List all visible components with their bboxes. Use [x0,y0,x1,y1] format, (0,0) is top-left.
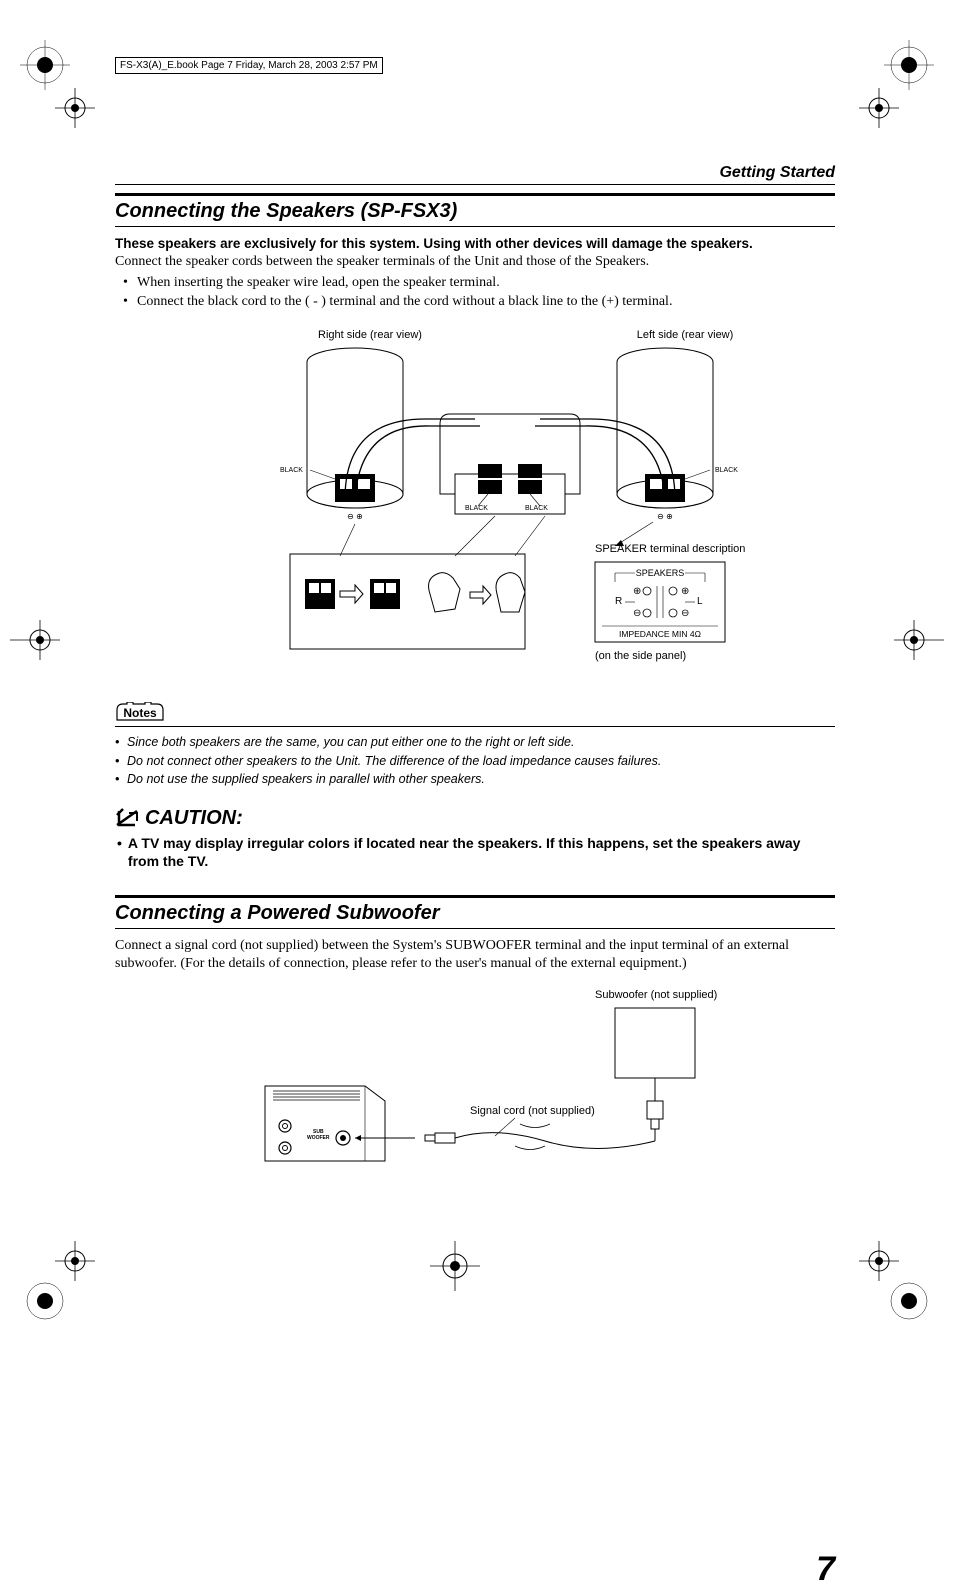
crop-mark [10,620,60,660]
list-item: Do not use the supplied speakers in para… [127,770,835,789]
rule [115,928,835,929]
svg-text:⊖: ⊖ [633,608,641,619]
caution-text: • A TV may display irregular colors if l… [115,834,835,870]
svg-text:Signal cord (not supplied): Signal cord (not supplied) [470,1105,595,1117]
crop-mark [20,40,70,90]
svg-text:Notes: Notes [123,706,157,720]
section-title-speakers: Connecting the Speakers (SP-FSX3) [115,200,835,223]
rule [115,226,835,227]
svg-text:Left side (rear view): Left side (rear view) [637,329,734,341]
crop-mark [859,88,899,128]
crop-mark [20,1276,70,1326]
rule [115,726,835,727]
crop-mark [55,1241,95,1281]
svg-text:Subwoofer (not supplied): Subwoofer (not supplied) [595,989,717,1001]
svg-text:BLACK: BLACK [715,467,738,474]
instruction-list: When inserting the speaker wire lead, op… [115,274,835,312]
crop-mark [894,620,944,660]
rule [115,193,835,196]
list-item: Since both speakers are the same, you ca… [127,733,835,752]
svg-text:R: R [615,596,622,607]
crop-mark [859,1241,899,1281]
list-item: Connect the black cord to the ( - ) term… [137,293,835,312]
crop-mark [884,40,934,90]
svg-text:⊕: ⊕ [633,586,641,597]
svg-text:IMPEDANCE MIN 4Ω: IMPEDANCE MIN 4Ω [619,629,701,639]
svg-text:BLACK: BLACK [465,505,488,512]
list-item: Do not connect other speakers to the Uni… [127,752,835,771]
svg-text:SPEAKERS: SPEAKERS [636,568,685,578]
svg-text:⊖ ⊕: ⊖ ⊕ [347,512,363,521]
subwoofer-intro: Connect a signal cord (not supplied) bet… [115,937,835,975]
subwoofer-diagram: Subwoofer (not supplied) Signal cord (no… [115,986,835,1176]
notes-icon: Notes [115,702,835,724]
section-title-subwoofer: Connecting a Powered Subwoofer [115,902,835,925]
intro-text: Connect the speaker cords between the sp… [115,253,835,272]
crop-mark [430,1241,480,1291]
notes-list: Since both speakers are the same, you ca… [115,733,835,789]
list-item: When inserting the speaker wire lead, op… [137,274,835,293]
svg-text:(on the side panel): (on the side panel) [595,650,686,662]
svg-text:⊕: ⊕ [681,586,689,597]
svg-text:⊖: ⊖ [681,608,689,619]
svg-text:BLACK: BLACK [525,505,548,512]
caution-icon [115,807,139,832]
crop-mark [884,1276,934,1326]
header-stamp: FS-X3(A)_E.book Page 7 Friday, March 28,… [115,57,383,74]
running-head: Getting Started [115,164,835,185]
svg-text:WOOFER: WOOFER [307,1135,330,1141]
speaker-diagram: Right side (rear view) Left side (rear v… [115,324,835,684]
page-number: 7 [816,1550,835,1589]
rule [115,895,835,898]
warning-text: These speakers are exclusively for this … [115,235,835,253]
svg-text:Right side (rear view): Right side (rear view) [318,329,422,341]
svg-text:BLACK: BLACK [280,467,303,474]
caution-title: CAUTION: [145,807,243,830]
svg-text:L: L [697,596,703,607]
crop-mark [55,88,95,128]
svg-text:⊖ ⊕: ⊖ ⊕ [657,512,673,521]
